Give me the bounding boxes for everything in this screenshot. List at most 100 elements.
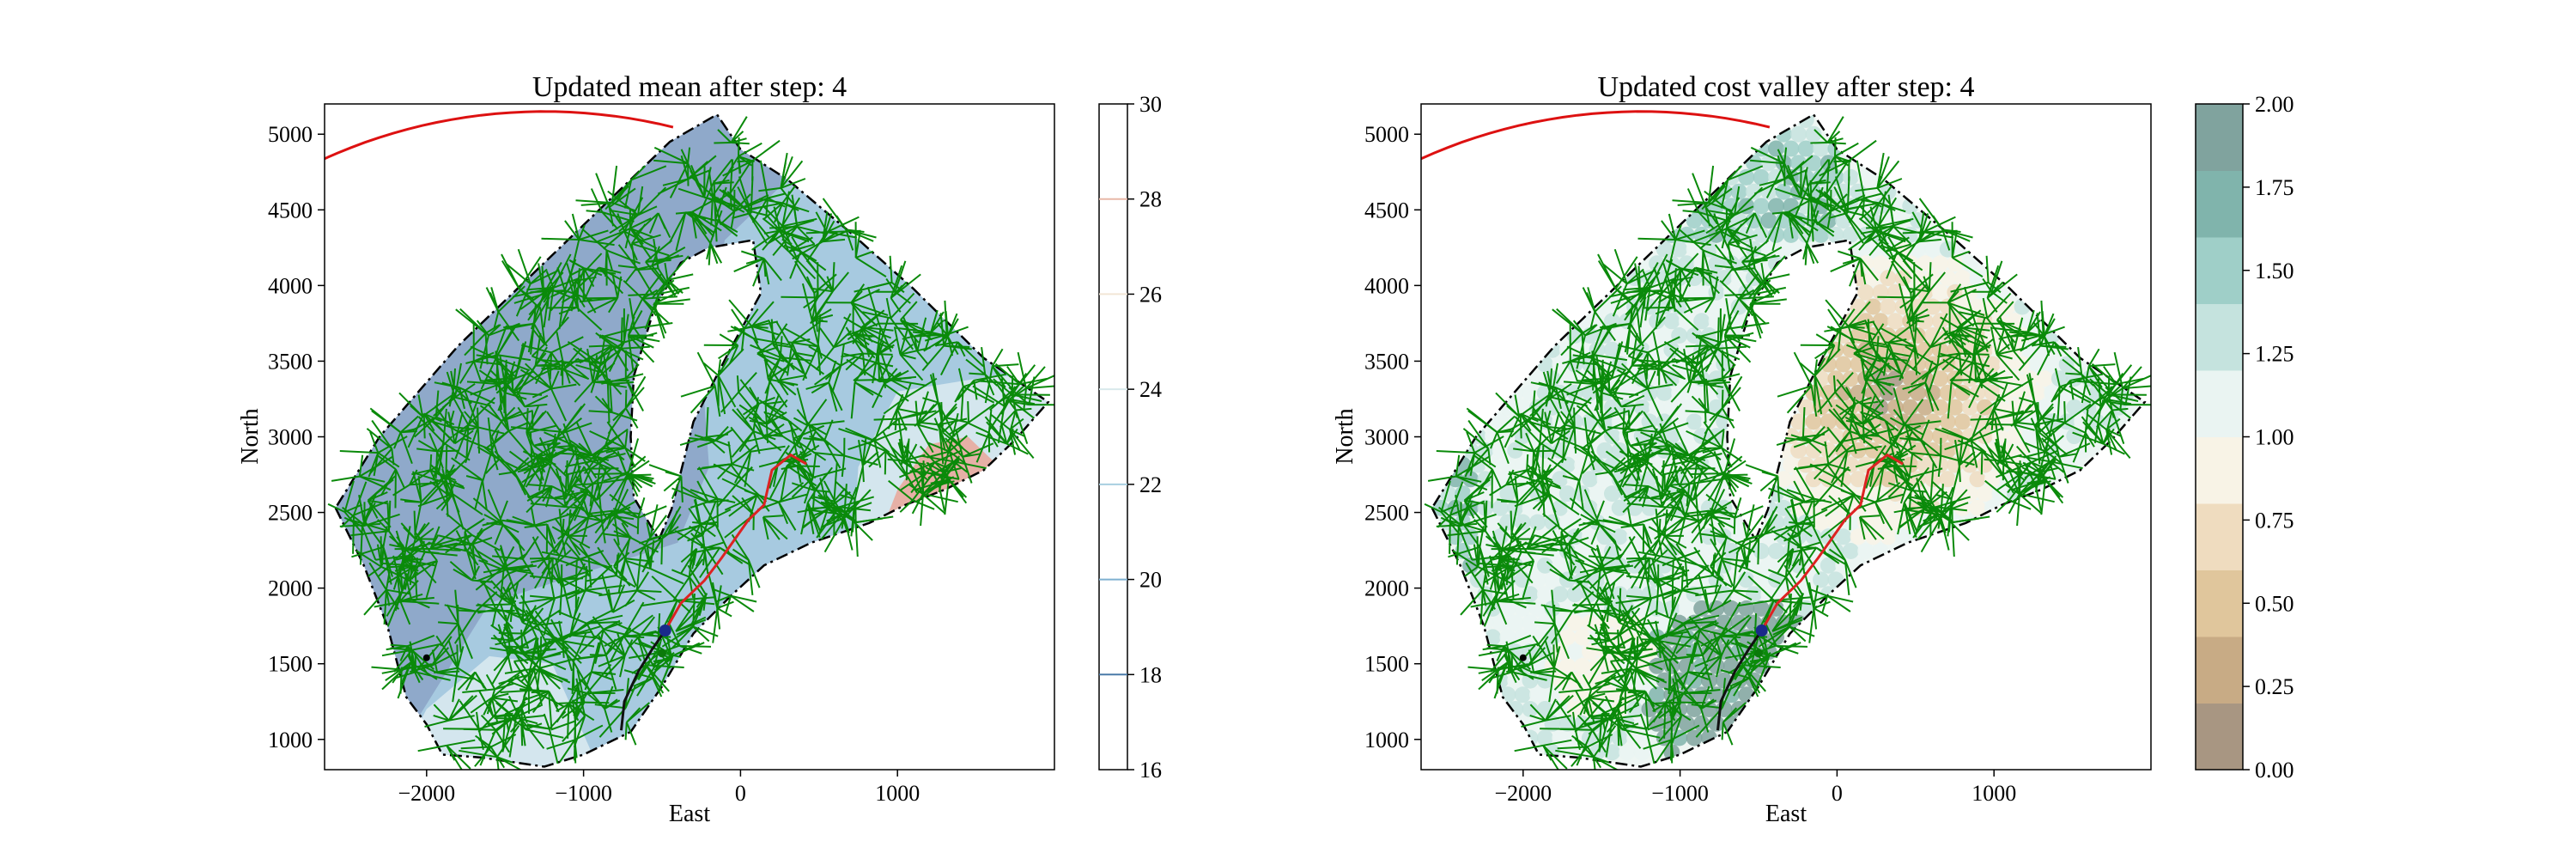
tree-edge [780, 229, 811, 241]
tree-edge [623, 636, 642, 661]
tree-edge [1729, 677, 1750, 687]
tree-edge [745, 210, 768, 244]
tree-edge [716, 478, 743, 509]
tree-edge [1860, 229, 1877, 235]
tree-edge [712, 607, 719, 643]
tree-edge [1025, 366, 1046, 389]
tree-edge [369, 431, 380, 454]
tree-edge [890, 292, 915, 320]
tree-edge [583, 267, 595, 288]
tree-edge [2031, 333, 2044, 347]
tree-edge [1798, 500, 1814, 536]
tree-edge [746, 204, 769, 211]
tree-edge [1692, 230, 1722, 243]
tree-edge [922, 460, 925, 494]
cost-cell [1716, 298, 1733, 315]
cost-cell [1954, 384, 1971, 401]
tree-edge [2040, 344, 2069, 350]
tree-edge [667, 273, 694, 281]
tree-edge [1655, 611, 1684, 624]
cost-cell [1842, 168, 1859, 186]
tree-edge [868, 450, 887, 468]
tree-edge [1848, 139, 1877, 161]
tree-edge [730, 210, 736, 229]
tree-edge [1464, 491, 1485, 502]
tree-edge [515, 365, 537, 397]
tree-edge [1676, 679, 1702, 710]
tree-edge [2097, 424, 2105, 444]
tree-edge [1747, 576, 1775, 601]
tree-edge [841, 352, 864, 358]
tree-edge [556, 267, 566, 291]
tree-edge [838, 428, 875, 442]
tree-edge [860, 439, 886, 453]
cost-cell [1671, 614, 1688, 631]
tree-edge [1700, 708, 1710, 733]
tree-edge [471, 528, 485, 545]
tree-edge [1726, 227, 1751, 239]
tree-edge [854, 466, 864, 500]
tree-edge [487, 489, 504, 526]
tree-edge [516, 624, 538, 641]
cost-cell [1558, 715, 1576, 732]
tree-edge [2042, 334, 2056, 356]
cost-cell [1514, 514, 1531, 531]
tree-edge [1505, 469, 1515, 485]
tree-edge [890, 282, 905, 294]
tree-edge [1571, 746, 1589, 767]
tree-edge [339, 450, 379, 454]
tree-edge [2040, 300, 2044, 335]
tree-edge [703, 196, 738, 207]
tree-edge [805, 381, 829, 390]
tree-edge [545, 271, 555, 289]
tree-edge [1549, 368, 1552, 387]
cost-cell [1820, 442, 1837, 459]
cost-cell [1522, 672, 1539, 689]
tree-edge [598, 266, 622, 274]
tree-edge [558, 289, 566, 330]
budget-ellipse [325, 110, 674, 161]
x-tick-label: −2000 [398, 781, 455, 806]
tree-edge [590, 642, 600, 673]
tree-edge [1562, 354, 1595, 364]
cost-cell [1753, 198, 1770, 215]
tree-edge [1664, 654, 1703, 661]
cost-cell [1932, 313, 1948, 330]
tree-edge [1929, 330, 1949, 349]
tree-edge [1629, 444, 1649, 460]
tree-edge [386, 588, 410, 595]
tree-edge [747, 559, 761, 588]
cost-cell [1619, 744, 1636, 761]
tree-edge [889, 255, 893, 283]
tree-edge [1637, 361, 1665, 376]
tree-edge [409, 560, 438, 581]
cost-cell [1805, 442, 1822, 459]
tree-edge [1647, 383, 1674, 390]
tree-edge [987, 432, 999, 448]
high-mean-region [850, 376, 1048, 767]
tree-edge [1905, 345, 1938, 367]
tree-edge [896, 408, 908, 431]
tree-edge [341, 506, 366, 527]
tree-edge [1466, 448, 1490, 475]
cost-cell [1984, 356, 2001, 373]
tree-edge [1721, 447, 1742, 462]
tree-edge [815, 211, 828, 233]
tree-edge [429, 454, 433, 471]
cost-cell [1596, 528, 1613, 545]
tree-edge [1710, 538, 1723, 559]
tree-edge [613, 565, 628, 582]
tree-edge [688, 211, 712, 244]
tree-edge [592, 447, 615, 456]
tree-edge [738, 391, 762, 421]
tree-edge [899, 472, 927, 491]
tree-edge [477, 690, 495, 717]
tree-edge [2013, 350, 2026, 365]
tree-edge [894, 260, 907, 293]
tree-edge [1548, 423, 1565, 437]
tree-edge [765, 434, 783, 437]
tree-edge [1553, 623, 1570, 660]
tree-edge [1710, 536, 1728, 567]
tree-edge [598, 327, 635, 338]
tree-edge [399, 593, 423, 602]
